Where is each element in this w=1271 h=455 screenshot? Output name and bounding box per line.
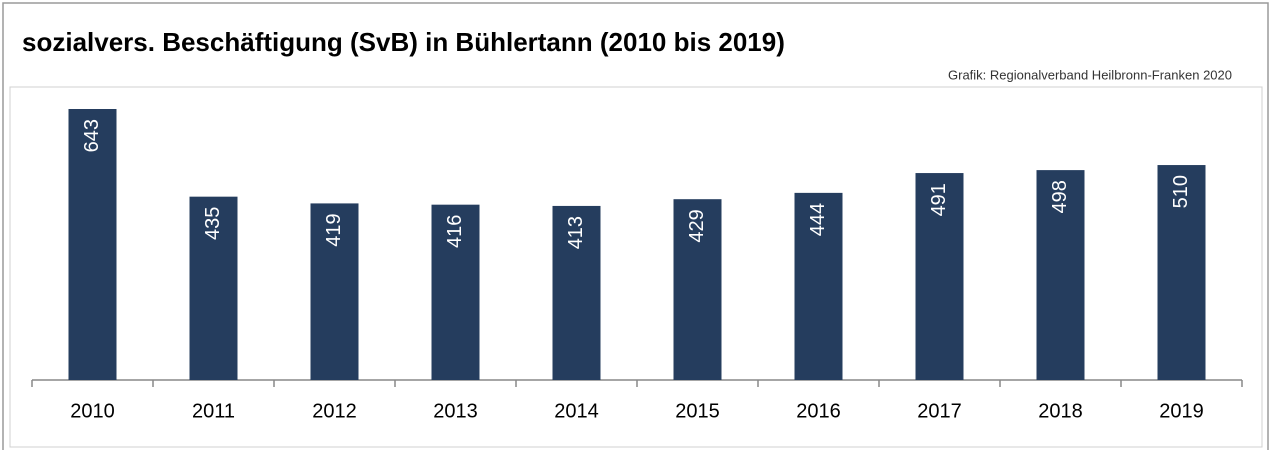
- bar: [915, 173, 964, 380]
- value-label: 444: [807, 203, 829, 236]
- value-label: 413: [565, 216, 587, 249]
- value-label: 498: [1049, 180, 1071, 213]
- bar: [431, 204, 480, 380]
- x-tick-label: 2017: [917, 400, 962, 422]
- value-label: 643: [81, 119, 103, 152]
- source: Grafik: Regionalverband Heilbronn-Franke…: [948, 67, 1232, 82]
- x-tick-label: 2014: [554, 400, 599, 422]
- x-tick-label: 2010: [70, 400, 115, 422]
- x-tick-label: 2013: [433, 400, 478, 422]
- bar: [552, 205, 601, 380]
- bar: [68, 109, 117, 380]
- bar: [1036, 170, 1085, 380]
- x-tick-label: 2019: [1159, 400, 1204, 422]
- chart-title: sozialvers. Beschäftigung (SvB) in Bühle…: [22, 27, 785, 57]
- x-tick-label: 2018: [1038, 400, 1083, 422]
- value-label: 429: [686, 209, 708, 242]
- value-label: 416: [444, 215, 466, 248]
- bar: [310, 203, 359, 380]
- value-label: 510: [1170, 175, 1192, 208]
- x-tick-label: 2011: [192, 400, 235, 422]
- x-tick-label: 2016: [796, 400, 841, 422]
- x-tick-label: 2012: [312, 400, 357, 422]
- bar: [189, 196, 238, 380]
- bar: [673, 199, 722, 380]
- x-tick-label: 2015: [675, 400, 720, 422]
- value-label: 435: [202, 207, 224, 240]
- bar: [1157, 165, 1206, 380]
- bar: [794, 192, 843, 380]
- value-label: 491: [928, 183, 950, 216]
- value-label: 419: [323, 213, 345, 246]
